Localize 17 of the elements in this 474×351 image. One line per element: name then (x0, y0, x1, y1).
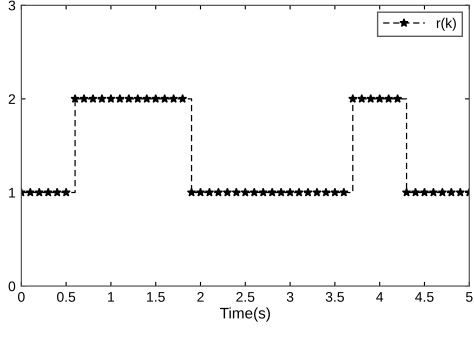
x-tick-label: 2 (197, 292, 204, 302)
x-tick-label: 2.5 (236, 292, 254, 302)
x-tick-label: 3.5 (326, 292, 344, 302)
x-tick-label: 1 (108, 292, 114, 302)
x-tick-label: 4.5 (415, 292, 434, 302)
legend-label: r(k) (436, 18, 456, 31)
x-tick-label: 3 (286, 292, 294, 302)
x-tick-label: 5 (466, 292, 473, 302)
y-tick-label: 0 (8, 281, 16, 292)
y-tick-label: 3 (8, 0, 16, 10)
x-tick-label: 1.5 (147, 292, 165, 302)
y-tick-label: 2 (8, 94, 16, 104)
x-tick-label: 0.5 (57, 292, 76, 302)
x-axis-title: Time(s) (220, 307, 270, 322)
x-tick-label: 0 (18, 292, 25, 302)
x-tick-label: 4 (376, 292, 384, 302)
y-tick-label: 1 (9, 188, 16, 198)
